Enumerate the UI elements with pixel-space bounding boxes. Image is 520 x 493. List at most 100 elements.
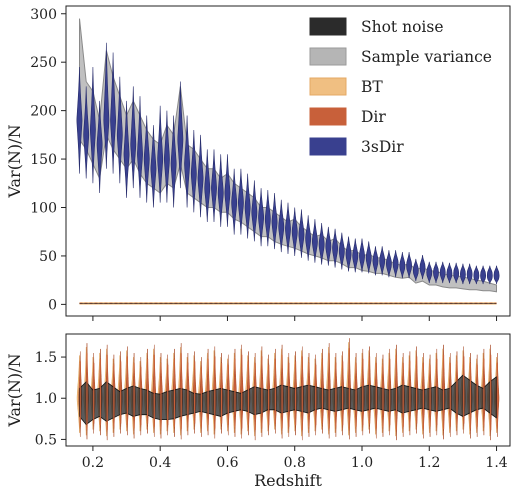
top-y-ticks: 0 50 100 150 200 250 300 xyxy=(30,7,498,321)
3sdir-violin xyxy=(453,262,460,284)
3sdir-violin xyxy=(466,263,473,285)
legend-swatch xyxy=(309,107,347,126)
bottom-y-tick-label: 1.0 xyxy=(35,391,57,407)
legend-label: 3sDir xyxy=(361,138,404,156)
bottom-x-ticks: 0.2 0.4 0.6 0.8 1.0 1.2 1.4 xyxy=(82,446,508,471)
3sdir-violin xyxy=(177,81,184,189)
bottom-x-tick-label: 1.4 xyxy=(485,455,507,471)
3sdir-violin xyxy=(365,241,372,274)
x-axis-label: Redshift xyxy=(254,471,322,490)
3sdir-violin xyxy=(285,202,291,255)
3sdir-violin xyxy=(359,238,365,273)
top-y-tick-label: 300 xyxy=(30,7,57,23)
3sdir-violin xyxy=(412,258,419,282)
bottom-y-axis-label: Var(N)/N xyxy=(5,353,24,427)
bottom-panel: 0.5 1.0 1.5 0.2 0.4 0.6 0.8 1.0 1.2 1.4 Var(N)/N… xyxy=(5,333,511,490)
top-axes-frame xyxy=(65,5,511,317)
3sdir-violin xyxy=(264,190,271,247)
top-y-axis-label: Var(N)/N xyxy=(5,124,24,198)
legend: Shot noise Sample variance BT Dir 3sDir xyxy=(309,17,492,156)
bottom-plot-area xyxy=(76,338,500,441)
3sdir-violin xyxy=(419,254,426,280)
3sdir-violin xyxy=(345,236,352,272)
3sdir-violin xyxy=(332,228,338,268)
3sdir-violin xyxy=(278,199,285,253)
3sdir-violin xyxy=(76,67,83,174)
3sdir-violin xyxy=(190,129,197,213)
3sdir-violin xyxy=(130,86,137,189)
legend-label: Dir xyxy=(361,108,386,126)
legend-swatch xyxy=(309,47,347,66)
3sdir-violin xyxy=(164,110,170,203)
3sdir-violin xyxy=(338,232,345,270)
3sdir-violin xyxy=(231,168,238,235)
legend-swatch xyxy=(309,77,347,96)
top-y-tick-label: 150 xyxy=(30,152,57,168)
legend-swatch xyxy=(309,137,347,156)
top-y-tick-label: 100 xyxy=(30,201,57,217)
top-plot-area xyxy=(76,18,500,305)
3sdir-violin xyxy=(291,207,298,256)
3sdir-violin xyxy=(258,188,264,247)
3sdir-violin xyxy=(103,42,110,169)
3sdir-violin xyxy=(312,219,318,263)
3sdir-violin xyxy=(211,149,217,223)
3sdir-violin xyxy=(352,238,359,273)
3sdir-violin xyxy=(460,263,466,285)
bottom-x-tick-label: 0.8 xyxy=(284,455,306,471)
3sdir-violin xyxy=(473,265,480,285)
top-panel: 0 50 100 150 200 250 300 Var(N)/N Shot noise Sa… xyxy=(5,5,511,321)
bottom-x-tick-label: 0.4 xyxy=(149,455,171,471)
bottom-y-tick-label: 1.5 xyxy=(35,350,57,366)
3sdir-violin xyxy=(137,96,143,198)
bottom-y-ticks: 0.5 1.0 1.5 xyxy=(35,350,66,448)
3sdir-violin xyxy=(426,261,433,284)
bottom-x-tick-label: 1.2 xyxy=(418,455,440,471)
3sdir-violin xyxy=(244,173,251,239)
3sdir-violin xyxy=(298,209,305,258)
top-y-tick-label: 200 xyxy=(30,104,57,120)
3sdir-violin xyxy=(446,262,453,284)
legend-label: Shot noise xyxy=(361,18,444,36)
3sdir-violin xyxy=(83,86,90,179)
3sdir-violin xyxy=(493,265,500,285)
3sdir-violin xyxy=(150,125,157,208)
3sdir-violin xyxy=(392,250,399,278)
top-y-tick-label: 0 xyxy=(48,297,57,313)
3sdir-violin xyxy=(224,154,231,227)
3sdir-violin xyxy=(116,76,123,184)
3sdir-violin xyxy=(271,192,278,250)
3sdir-violin xyxy=(96,100,103,193)
shot-noise-band xyxy=(79,374,497,426)
bottom-x-tick-label: 0.6 xyxy=(216,455,238,471)
3sdir-violin xyxy=(238,168,244,235)
3sdir-violin xyxy=(399,252,406,279)
3sdir-violin xyxy=(433,261,439,284)
top-y-tick-label: 50 xyxy=(39,249,57,265)
3sdir-violin xyxy=(480,265,486,285)
top-y-tick-label: 250 xyxy=(30,55,57,71)
3sdir-violin xyxy=(157,105,164,203)
3sdir-violin xyxy=(90,67,96,184)
3sdir-violin xyxy=(372,246,379,276)
3sdir-violin xyxy=(439,261,446,284)
3sdir-violin xyxy=(406,252,412,279)
3sdir-violin xyxy=(123,100,130,198)
3sdir-violin xyxy=(197,134,204,218)
3sdir-violin xyxy=(204,149,211,223)
bottom-x-tick-label: 1.0 xyxy=(351,455,373,471)
3sdir-violin xyxy=(325,226,332,266)
legend-swatch xyxy=(309,17,347,36)
3sdir-violin xyxy=(170,115,177,208)
3sdir-violin xyxy=(318,222,325,265)
3sdir-violin xyxy=(143,115,150,203)
3sdir-violin xyxy=(251,180,258,242)
3sdir-violin xyxy=(386,250,392,278)
legend-label: BT xyxy=(361,78,383,96)
bottom-y-tick-label: 0.5 xyxy=(35,432,57,448)
bottom-axes-frame xyxy=(65,333,511,447)
bottom-x-tick-label: 0.2 xyxy=(82,455,104,471)
legend-label: Sample variance xyxy=(361,48,492,66)
3sdir-violin xyxy=(217,154,224,227)
